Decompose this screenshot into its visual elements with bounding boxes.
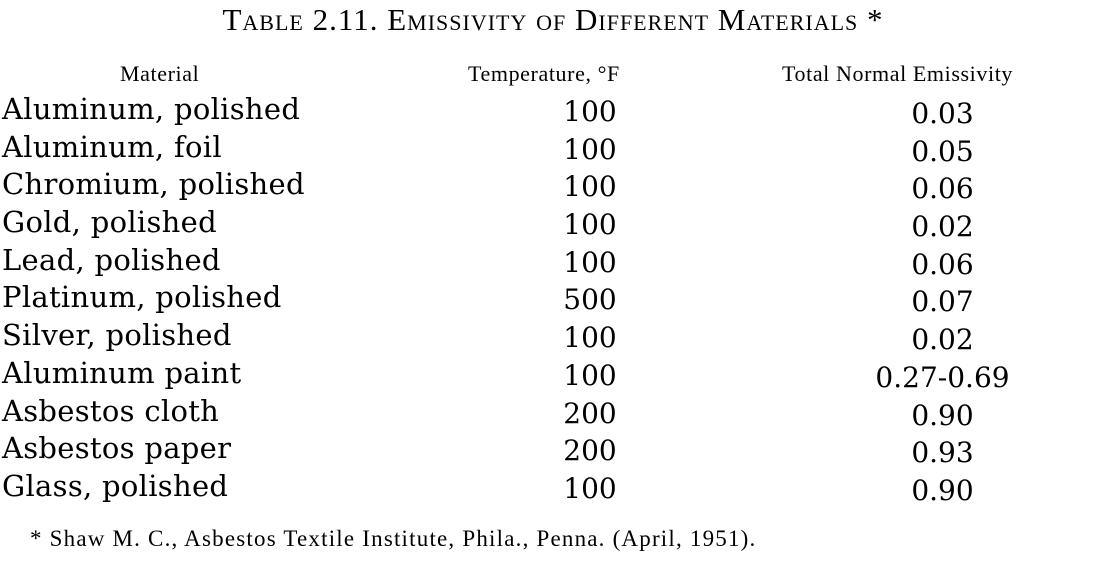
column-header-temperature: Temperature, °F xyxy=(468,61,620,86)
material-cell: Aluminum, foil xyxy=(2,129,222,164)
column-header-material: Material xyxy=(120,61,200,86)
material-cell: Asbestos cloth xyxy=(2,393,220,428)
footnote: * Shaw M. C., Asbestos Textile Institute… xyxy=(30,526,757,551)
emissivity-cell: 0.90 xyxy=(911,398,974,432)
emissivity-cell: 0.03 xyxy=(911,97,974,130)
temperature-cell: 100 xyxy=(563,208,617,242)
column-header-emissivity: Total Normal Emissivity xyxy=(782,61,1014,86)
table-row: Aluminum, foil 100 0.05 xyxy=(0,129,1106,168)
temperature-cell: 100 xyxy=(563,95,617,128)
table-row: Lead, polished 100 0.06 xyxy=(0,242,1106,281)
temperature-cell: 200 xyxy=(563,434,617,468)
table-row: Asbestos paper 200 0.93 xyxy=(0,430,1106,469)
temperature-cell: 100 xyxy=(563,170,617,204)
emissivity-cell: 0.05 xyxy=(911,134,974,168)
emissivity-cell: 0.06 xyxy=(911,172,974,206)
table-row: Chromium, polished 100 0.06 xyxy=(0,166,1106,205)
table-caption: Table 2.11. Emissivity of Different Mate… xyxy=(222,2,884,37)
table-row: Aluminum paint 100 0.27-0.69 xyxy=(0,355,1106,394)
emissivity-cell: 0.02 xyxy=(911,323,974,357)
table-row: Asbestos cloth 200 0.90 xyxy=(0,393,1106,432)
emissivity-cell: 0.07 xyxy=(911,285,974,319)
emissivity-cell: 0.02 xyxy=(911,210,974,244)
temperature-cell: 200 xyxy=(563,396,617,430)
table-row: Platinum, polished 500 0.07 xyxy=(0,279,1106,318)
temperature-cell: 500 xyxy=(563,283,617,317)
material-cell: Chromium, polished xyxy=(2,167,305,202)
emissivity-cell: 0.06 xyxy=(911,247,974,281)
table-row: Silver, polished 100 0.02 xyxy=(0,317,1106,356)
material-cell: Asbestos paper xyxy=(2,431,232,466)
emissivity-cell: 0.93 xyxy=(911,436,974,470)
table-row: Glass, polished 100 0.90 xyxy=(0,468,1106,507)
material-cell: Gold, polished xyxy=(2,205,217,240)
temperature-cell: 100 xyxy=(563,132,617,166)
material-cell: Silver, polished xyxy=(2,318,232,353)
table-row: Aluminum, polished 100 0.03 xyxy=(0,91,1106,130)
material-cell: Platinum, polished xyxy=(2,280,282,315)
material-cell: Aluminum paint xyxy=(2,355,242,390)
table-row: Gold, polished 100 0.02 xyxy=(0,204,1106,243)
temperature-cell: 100 xyxy=(563,321,617,355)
material-cell: Aluminum, polished xyxy=(2,92,301,126)
temperature-cell: 100 xyxy=(563,471,617,505)
material-cell: Glass, polished xyxy=(2,468,229,503)
emissivity-cell: 0.90 xyxy=(911,473,974,507)
material-cell: Lead, polished xyxy=(2,242,221,277)
emissivity-cell: 0.27-0.69 xyxy=(875,360,1010,394)
table-body: Aluminum, polished 100 0.03 Aluminum, fo… xyxy=(0,91,1106,507)
temperature-cell: 100 xyxy=(563,245,617,279)
temperature-cell: 100 xyxy=(563,358,617,392)
